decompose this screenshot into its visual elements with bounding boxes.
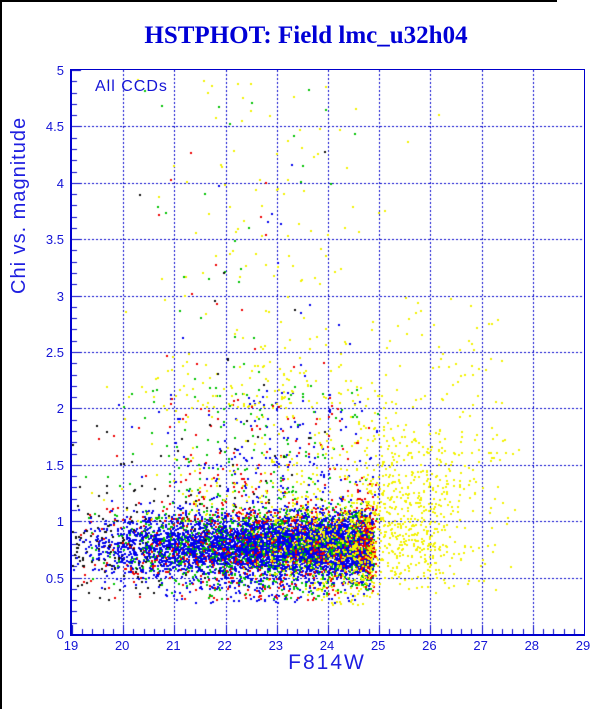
- x-tick-label: 25: [370, 638, 386, 653]
- x-tick-label: 26: [422, 638, 437, 653]
- y-tick-label: 4: [56, 175, 64, 191]
- scatter-canvas: [72, 70, 584, 634]
- x-tick-label: 21: [166, 638, 181, 653]
- page-title: HSTPHOT: Field lmc_u32h04: [144, 22, 468, 49]
- x-tick-label: 27: [473, 638, 488, 653]
- y-tick-label: 0: [56, 627, 64, 642]
- x-tick-label: 20: [114, 638, 130, 653]
- y-tick-label: 1: [56, 514, 64, 530]
- y-tick-label: 3: [56, 288, 64, 304]
- y-tick-label: 4.5: [45, 119, 64, 135]
- y-tick-label: 3.5: [45, 232, 64, 248]
- x-tick-label: 22: [217, 638, 232, 653]
- x-axis-label: F814W: [288, 651, 366, 674]
- ccd-annotation: All CCDs: [95, 78, 168, 95]
- window-border-left: [0, 0, 2, 709]
- x-tick-label: 23: [268, 638, 284, 653]
- window-border-top: [0, 0, 557, 2]
- plot-area: [70, 69, 585, 636]
- y-tick-label: 0.5: [45, 570, 64, 586]
- y-tick-label: 5: [56, 63, 64, 78]
- y-tick-label: 1.5: [45, 457, 64, 473]
- y-tick-label: 2.5: [45, 345, 64, 360]
- y-tick-label: 2: [56, 401, 64, 417]
- x-tick-label: 19: [63, 638, 79, 653]
- x-tick-label: 24: [319, 638, 335, 653]
- x-tick-label: 29: [575, 638, 591, 653]
- x-tick-label: 28: [524, 638, 540, 653]
